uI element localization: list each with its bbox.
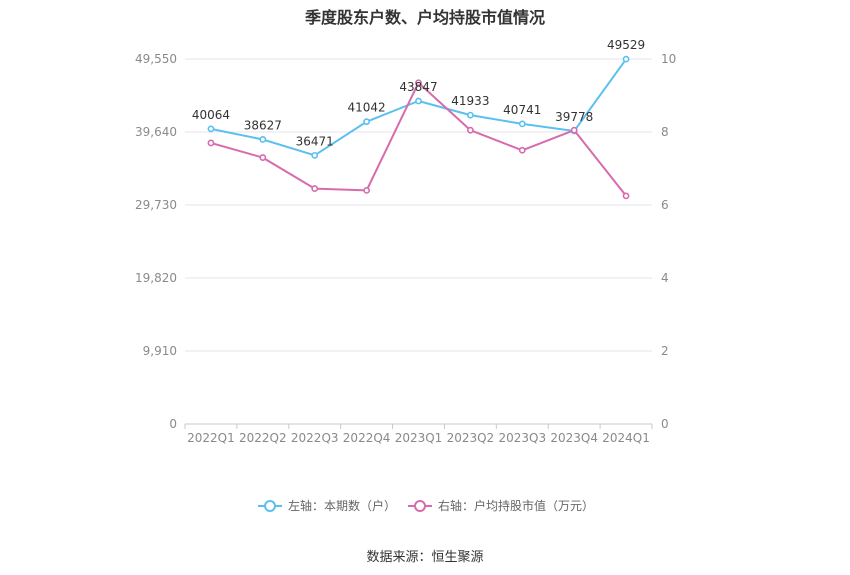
series-1-point[interactable] (207, 139, 215, 147)
left-tick-label: 49,550 (135, 52, 177, 66)
series-0-point[interactable] (415, 97, 422, 105)
data-label: 49529 (607, 38, 645, 52)
data-label: 41042 (348, 101, 386, 115)
series-0-point[interactable] (363, 118, 371, 126)
x-tick-label: 2023Q3 (498, 431, 546, 445)
left-tick-label: 39,640 (135, 125, 177, 139)
legend-item-1[interactable]: 右轴：户均持股市值（万元） (408, 498, 594, 513)
x-tick-label: 2022Q3 (291, 431, 339, 445)
chart-title: 季度股东户数、户均持股市值情况 (304, 8, 545, 27)
x-tick-label: 2022Q2 (239, 431, 287, 445)
series-layer (207, 55, 630, 200)
right-tick-label: 10 (661, 52, 676, 66)
x-tick-label: 2023Q1 (395, 431, 443, 445)
data-label: 38627 (244, 118, 282, 132)
x-tick-label: 2024Q1 (602, 431, 650, 445)
series-1-point[interactable] (466, 126, 474, 134)
series-0-point[interactable] (466, 111, 474, 119)
right-tick-label: 6 (661, 198, 669, 212)
series-1-point[interactable] (518, 146, 526, 154)
series-1-point[interactable] (570, 126, 578, 134)
series-1-point[interactable] (415, 79, 422, 87)
data-labels: 40064 38627 36471 41042 43847 41933 40741 39778… (192, 38, 645, 148)
x-tick-label: 2023Q4 (550, 431, 598, 445)
x-tick-label: 2023Q2 (447, 431, 495, 445)
left-tick-label: 29,730 (135, 198, 177, 212)
data-label: 40064 (192, 108, 230, 122)
data-label: 41933 (451, 94, 489, 108)
series-line-0 (210, 58, 627, 157)
legend-label: 左轴：本期数（户） (288, 498, 396, 513)
series-0-point[interactable] (311, 151, 319, 159)
left-tick-label: 0 (169, 417, 177, 431)
data-label: 36471 (296, 134, 334, 148)
series-0-point[interactable] (518, 120, 526, 128)
source-note: 数据来源：恒生聚源 (366, 550, 484, 565)
data-label: 43847 (399, 80, 437, 94)
left-tick-label: 19,820 (135, 271, 177, 285)
series-1-point[interactable] (622, 192, 630, 200)
right-tick-label: 4 (661, 271, 669, 285)
right-tick-label: 2 (661, 344, 669, 358)
legend: 左轴：本期数（户） 右轴：户均持股市值（万元） (258, 498, 594, 513)
series-0-point[interactable] (207, 125, 215, 133)
legend-swatch-marker (264, 500, 276, 512)
series-0-point[interactable] (259, 136, 267, 143)
x-tick-label: 2022Q4 (343, 431, 391, 445)
data-label: 40741 (503, 103, 541, 117)
left-tick-label: 9,910 (143, 344, 177, 358)
right-tick-label: 8 (661, 125, 669, 139)
left-axis: 0 9,910 19,820 29,730 39,640 49,550 (135, 52, 177, 431)
x-tick-label: 2022Q1 (187, 431, 235, 445)
series-1-point[interactable] (363, 186, 371, 194)
right-axis: 0 2 4 6 8 10 (661, 52, 676, 431)
x-axis: 2022Q1 2022Q2 2022Q3 2022Q4 2023Q1 2023Q2 2023… (184, 423, 653, 445)
data-label: 39778 (555, 110, 593, 124)
series-0-point[interactable] (622, 55, 630, 63)
right-tick-label: 0 (661, 417, 669, 431)
legend-item-0[interactable]: 左轴：本期数（户） (258, 498, 396, 513)
legend-swatch-marker (414, 500, 426, 512)
series-1-point[interactable] (259, 154, 267, 161)
series-1-point[interactable] (311, 185, 319, 192)
legend-label: 右轴：户均持股市值（万元） (438, 498, 594, 513)
